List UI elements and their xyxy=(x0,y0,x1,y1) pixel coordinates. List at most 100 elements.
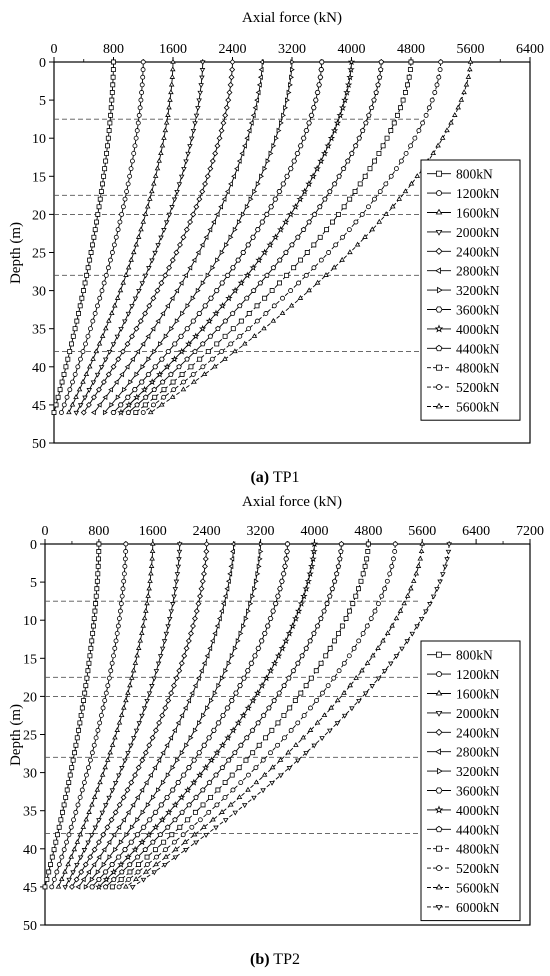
data-point xyxy=(417,555,424,561)
data-point xyxy=(145,830,153,838)
data-point xyxy=(94,578,100,584)
data-point xyxy=(209,638,215,644)
data-point xyxy=(272,601,279,607)
data-point xyxy=(258,638,265,644)
data-point xyxy=(418,548,425,554)
data-point xyxy=(369,684,376,689)
data-point xyxy=(125,311,132,317)
data-point xyxy=(405,82,410,88)
data-point xyxy=(333,242,339,248)
data-point xyxy=(467,58,474,64)
data-point xyxy=(198,585,205,592)
data-point xyxy=(187,219,194,225)
y-tick-label: 15 xyxy=(23,652,37,667)
data-point xyxy=(146,585,152,591)
data-point xyxy=(70,333,76,339)
data-point xyxy=(89,750,95,756)
data-point xyxy=(125,809,131,816)
data-point xyxy=(205,349,211,354)
data-point xyxy=(300,135,307,141)
legend-label: 2400kN xyxy=(456,725,500,740)
data-point xyxy=(63,795,69,800)
data-point xyxy=(207,226,213,233)
data-point xyxy=(152,394,158,400)
data-point xyxy=(198,324,207,332)
data-point xyxy=(196,771,204,779)
data-point xyxy=(210,816,216,822)
data-point xyxy=(391,120,397,126)
data-point xyxy=(192,727,198,734)
data-point xyxy=(106,839,112,845)
data-point xyxy=(189,824,195,830)
data-point xyxy=(317,74,324,80)
data-point xyxy=(64,787,70,793)
data-point xyxy=(189,690,195,696)
data-point xyxy=(79,295,85,301)
data-point xyxy=(220,600,226,607)
data-point xyxy=(80,349,86,354)
data-point xyxy=(128,779,135,786)
data-point xyxy=(379,593,385,599)
data-point xyxy=(190,295,196,301)
data-point xyxy=(90,631,96,636)
data-point xyxy=(138,226,144,232)
data-point xyxy=(77,403,84,409)
data-point xyxy=(289,66,295,73)
data-point xyxy=(158,401,165,407)
data-point xyxy=(287,210,295,218)
data-point xyxy=(89,801,95,807)
data-point xyxy=(142,310,149,317)
series-4800kN xyxy=(109,541,371,890)
data-point xyxy=(61,802,67,808)
data-point xyxy=(185,817,191,823)
data-point xyxy=(274,652,283,659)
data-point xyxy=(329,585,336,592)
legend-item: 4800kN xyxy=(427,842,500,857)
data-point xyxy=(148,570,154,576)
data-point xyxy=(68,824,74,830)
data-point xyxy=(152,847,158,853)
data-point xyxy=(102,394,108,401)
data-point xyxy=(275,720,281,726)
data-point xyxy=(97,720,103,726)
data-point xyxy=(258,548,264,555)
data-point xyxy=(375,645,381,650)
data-point xyxy=(257,280,264,286)
data-point xyxy=(61,371,67,377)
data-point xyxy=(228,234,234,241)
data-point xyxy=(216,615,222,622)
data-point xyxy=(376,601,381,607)
data-point xyxy=(227,571,233,577)
data-point xyxy=(108,668,114,674)
data-point xyxy=(150,325,156,332)
data-point xyxy=(201,824,207,829)
y-axis-title: Depth (m) xyxy=(8,704,24,766)
data-point xyxy=(287,166,294,172)
data-point xyxy=(376,218,383,224)
data-point xyxy=(222,355,228,361)
data-point xyxy=(391,556,396,562)
data-point xyxy=(249,696,257,704)
data-point xyxy=(143,607,149,613)
data-point xyxy=(190,623,196,629)
data-point xyxy=(300,187,309,195)
data-point xyxy=(304,577,312,585)
y-tick-label: 25 xyxy=(23,729,37,744)
data-point xyxy=(313,164,321,172)
data-point xyxy=(360,571,366,577)
data-point xyxy=(318,67,325,73)
legend-item: 5600kN xyxy=(427,881,500,896)
data-point xyxy=(85,333,91,339)
data-point xyxy=(327,188,333,194)
data-point xyxy=(316,82,322,88)
legend-marker xyxy=(435,711,443,717)
data-point xyxy=(128,379,134,385)
data-point xyxy=(236,158,242,164)
data-point xyxy=(255,571,261,577)
data-point xyxy=(249,263,257,271)
data-point xyxy=(205,272,211,279)
data-point xyxy=(83,772,89,778)
series-3200kN xyxy=(102,59,296,416)
data-point xyxy=(191,615,198,622)
data-point xyxy=(318,660,324,666)
